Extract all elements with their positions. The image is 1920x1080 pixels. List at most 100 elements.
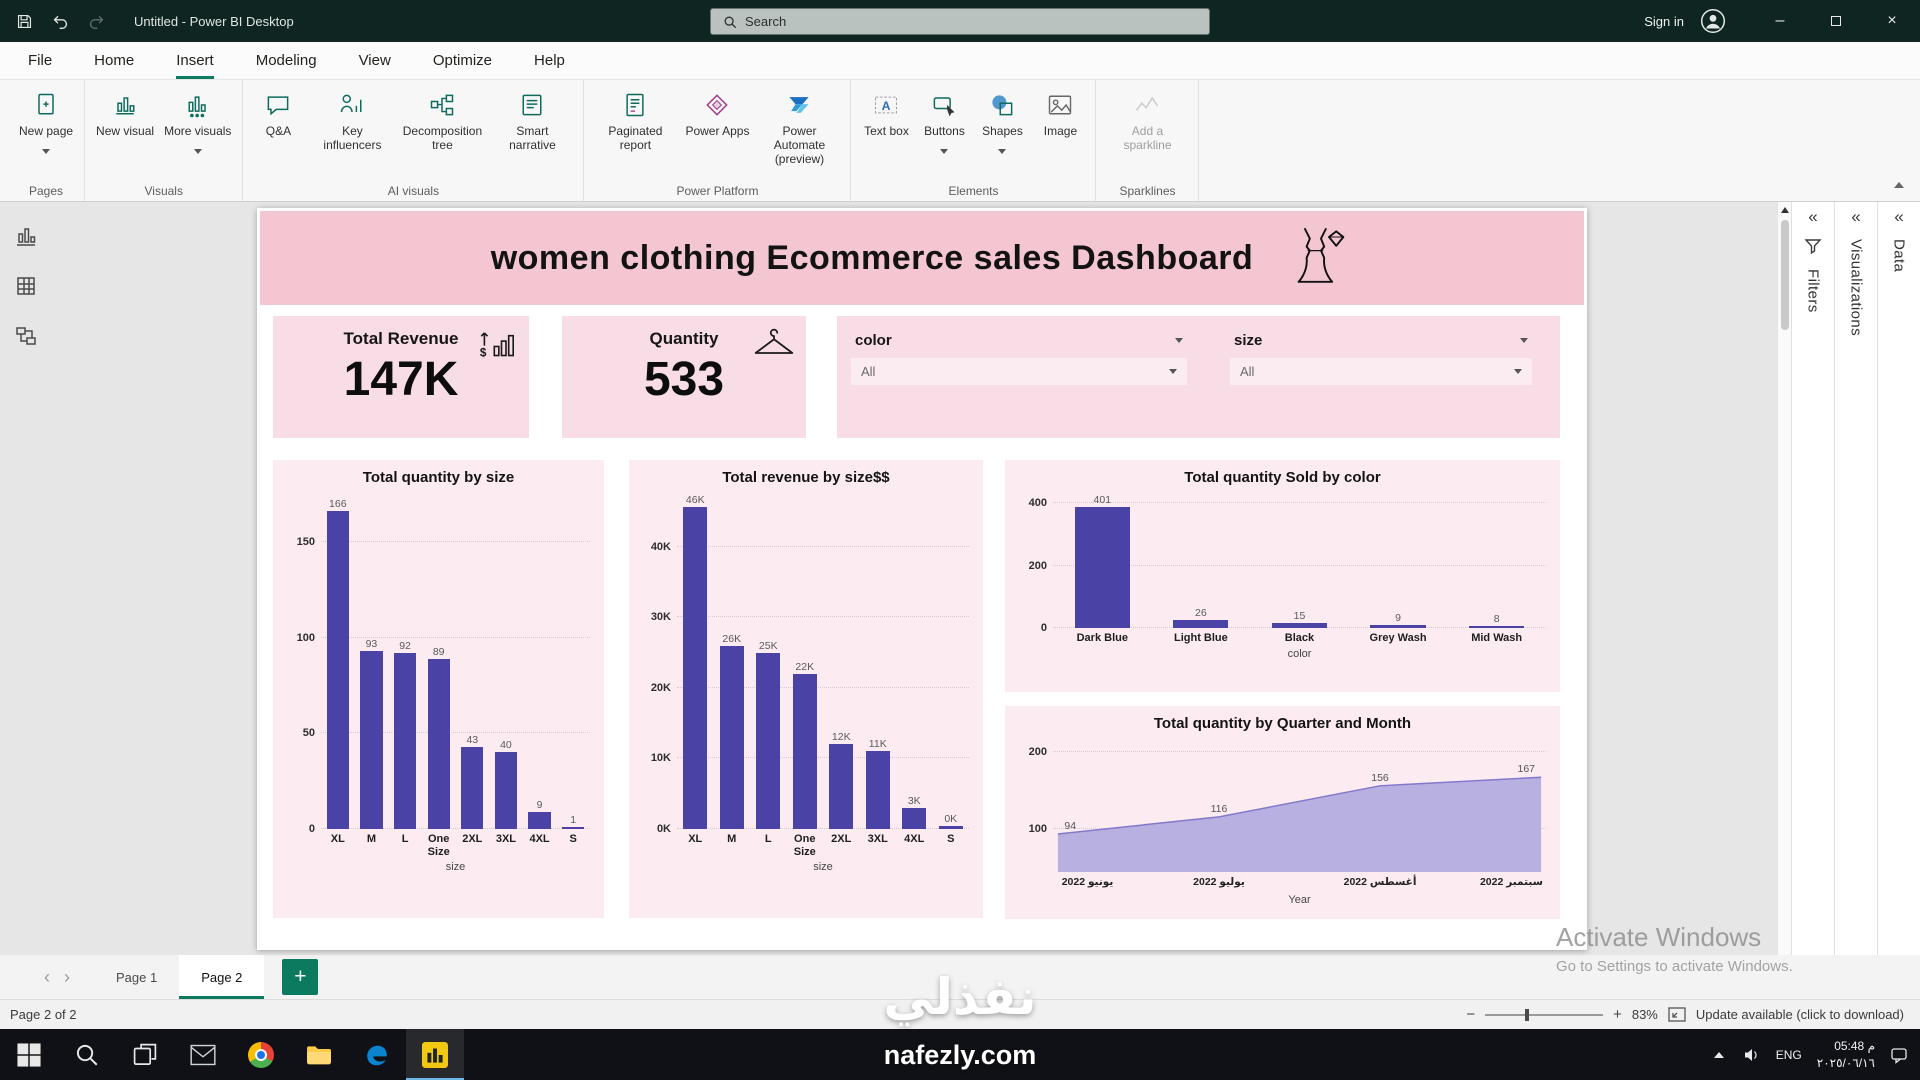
bar-l[interactable]: 92 (388, 494, 422, 829)
slicer-size[interactable]: size All (1230, 332, 1532, 385)
next-page-arrow-icon[interactable]: › (64, 967, 70, 987)
bar-s[interactable]: 0K (933, 494, 970, 829)
ribbon-button-power-apps[interactable]: Power Apps (681, 84, 753, 140)
menu-view[interactable]: View (358, 51, 391, 69)
ribbon-button-image[interactable]: Image (1032, 84, 1088, 140)
report-view-icon[interactable] (14, 224, 38, 248)
undo-icon[interactable] (50, 11, 70, 31)
menu-modeling[interactable]: Modeling (255, 51, 317, 69)
bar-2xl[interactable]: 43 (456, 494, 490, 829)
vertical-scrollbar[interactable] (1777, 202, 1791, 955)
dashboard-header[interactable]: women clothing Ecommerce sales Dashboard (260, 211, 1584, 305)
taskbar-edge-icon[interactable] (348, 1029, 406, 1080)
kpi-card-total-revenue[interactable]: Total Revenue $ 147K (273, 316, 529, 438)
bar-3xl[interactable]: 40 (489, 494, 523, 829)
taskbar-clock[interactable]: 05:48 م ٢٠٢٥/٠٦/١٦ (1817, 1038, 1875, 1070)
menu-file[interactable]: File (28, 51, 53, 69)
taskbar-mail-app-icon[interactable] (174, 1029, 232, 1080)
taskbar-task-view-icon[interactable] (116, 1029, 174, 1080)
chart-total-revenue-by-size[interactable]: Total revenue by size$$ 0K 10K 20K 30K 40K 46… (629, 460, 983, 918)
menu-optimize[interactable]: Optimize (432, 51, 493, 69)
ribbon-button-decomposition-tree[interactable]: Decomposition tree (398, 84, 486, 154)
language-indicator[interactable]: ENG (1775, 1047, 1802, 1062)
slicer-size-dropdown[interactable]: All (1230, 358, 1532, 385)
bar-m[interactable]: 93 (355, 494, 389, 829)
ribbon-button-power-automate-preview[interactable]: Power Automate (preview) (755, 84, 843, 168)
bar-s[interactable]: 1 (556, 494, 590, 829)
bar-m[interactable]: 26K (714, 494, 751, 829)
expand-data-chevron-icon[interactable]: « (1894, 207, 1904, 226)
zoom-slider-thumb[interactable] (1525, 1008, 1530, 1021)
ribbon-button-new-visual[interactable]: New visual (92, 84, 158, 140)
bar-xl[interactable]: 166 (321, 494, 355, 829)
filters-panel[interactable]: « Filters (1791, 202, 1834, 955)
previous-page-arrow-icon[interactable]: ‹ (44, 967, 50, 987)
kpi-card-quantity[interactable]: Quantity 533 (562, 316, 806, 438)
scrollbar-thumb[interactable] (1781, 220, 1789, 330)
scroll-up-arrow-icon[interactable] (1781, 207, 1789, 213)
chevron-down-icon[interactable] (1175, 338, 1183, 343)
table-view-icon[interactable] (14, 274, 38, 298)
maximize-button[interactable] (1808, 0, 1864, 42)
add-page-button[interactable]: + (282, 959, 319, 995)
bar-3xl[interactable]: 11K (860, 494, 897, 829)
slicer-color[interactable]: color All (851, 332, 1187, 385)
global-search-input[interactable]: Search (710, 8, 1210, 35)
taskbar-power-bi-icon[interactable] (406, 1029, 464, 1080)
bar-4xl[interactable]: 3K (896, 494, 933, 829)
ribbon-button-buttons[interactable]: Buttons (916, 84, 972, 161)
update-available-link[interactable]: Update available (click to download) (1695, 1007, 1904, 1022)
bar-xl[interactable]: 46K (677, 494, 714, 829)
zoom-in-button[interactable]: + (1613, 1006, 1622, 1023)
close-button[interactable]: × (1887, 12, 1897, 29)
sign-in-button[interactable]: Sign in (1644, 13, 1684, 29)
bar-light-blue[interactable]: 26 (1152, 494, 1251, 628)
chart-total-quantity-by-quarter-month[interactable]: Total quantity by Quarter and Month 100 2… (1005, 706, 1560, 919)
tab-page-1[interactable]: Page 1 (94, 955, 179, 999)
expand-filters-chevron-icon[interactable]: « (1808, 207, 1818, 226)
visualizations-panel[interactable]: « Visualizations (1834, 202, 1877, 955)
menu-insert[interactable]: Insert (176, 42, 214, 79)
ribbon-button-paginated-report[interactable]: Paginated report (591, 84, 679, 154)
hidden-icons-chevron-icon[interactable] (1710, 1047, 1728, 1063)
chart-total-quantity-by-size[interactable]: Total quantity by size 0 50 100 150 166 93 92 8… (273, 460, 604, 918)
bar-mid-wash[interactable]: 8 (1447, 494, 1546, 628)
ribbon-button-text-box[interactable]: A Text box (858, 84, 914, 140)
menu-home[interactable]: Home (94, 51, 135, 69)
notifications-icon[interactable] (1890, 1047, 1908, 1064)
collapse-ribbon-icon[interactable] (1894, 175, 1904, 193)
chevron-down-icon[interactable] (1520, 338, 1528, 343)
ribbon-button-more-visuals[interactable]: More visuals (160, 84, 235, 161)
taskbar-start-icon[interactable] (0, 1029, 58, 1080)
tab-page-2[interactable]: Page 2 (179, 955, 265, 999)
speaker-icon[interactable] (1743, 1047, 1761, 1063)
taskbar-chrome-icon[interactable] (232, 1029, 290, 1080)
account-avatar[interactable] (1700, 8, 1726, 34)
chart-total-quantity-by-color[interactable]: Total quantity Sold by color 0 200 400 401 2… (1005, 460, 1560, 692)
bar-2xl[interactable]: 12K (823, 494, 860, 829)
bar-4xl[interactable]: 9 (523, 494, 557, 829)
ribbon-button-new-page[interactable]: New page (15, 84, 77, 161)
slicer-color-dropdown[interactable]: All (851, 358, 1187, 385)
bar-grey-wash[interactable]: 9 (1349, 494, 1448, 628)
model-view-icon[interactable] (14, 324, 38, 348)
bar-one-size[interactable]: 89 (422, 494, 456, 829)
ribbon-button-q-a[interactable]: Q&A (250, 84, 306, 140)
expand-visualizations-chevron-icon[interactable]: « (1851, 207, 1861, 226)
bar-one-size[interactable]: 22K (787, 494, 824, 829)
taskbar-taskbar-search-icon[interactable] (58, 1029, 116, 1080)
data-panel[interactable]: « Data (1877, 202, 1920, 955)
zoom-slider[interactable] (1485, 1008, 1604, 1021)
bar-dark-blue[interactable]: 401 (1053, 494, 1152, 628)
menu-help[interactable]: Help (534, 51, 565, 69)
fit-to-page-icon[interactable] (1668, 1007, 1686, 1022)
save-icon[interactable] (14, 11, 34, 31)
bar-black[interactable]: 15 (1250, 494, 1349, 628)
minimize-button[interactable]: – (1775, 12, 1785, 29)
ribbon-button-key-influencers[interactable]: Key influencers (308, 84, 396, 154)
bar-l[interactable]: 25K (750, 494, 787, 829)
ribbon-button-smart-narrative[interactable]: Smart narrative (488, 84, 576, 154)
taskbar-file-explorer-icon[interactable] (290, 1029, 348, 1080)
ribbon-button-shapes[interactable]: Shapes (974, 84, 1030, 161)
report-canvas[interactable]: women clothing Ecommerce sales Dashboard… (52, 202, 1777, 955)
